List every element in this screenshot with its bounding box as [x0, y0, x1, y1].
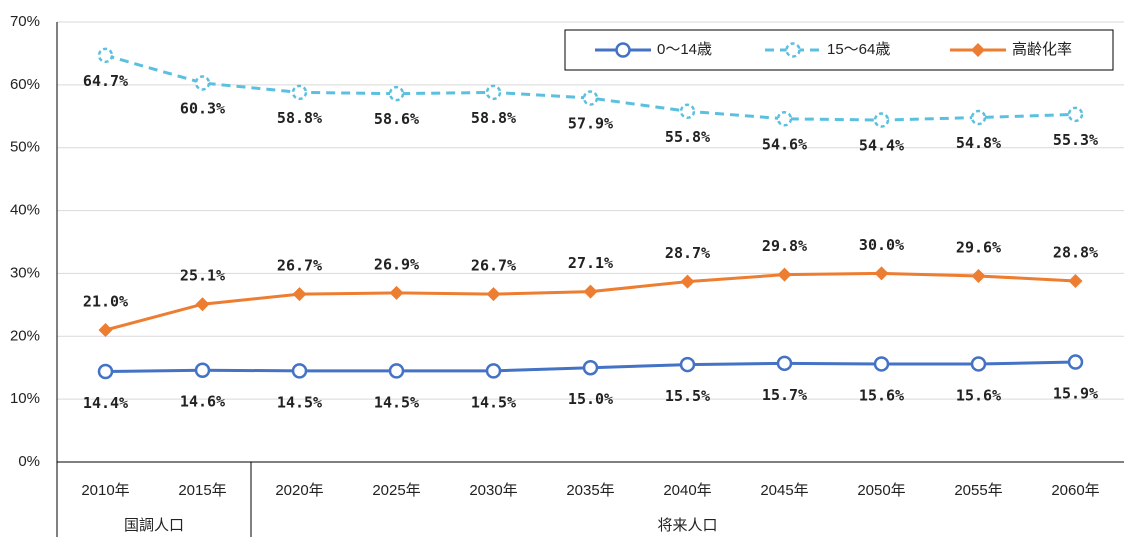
- marker: [583, 284, 598, 299]
- marker: [971, 268, 986, 283]
- marker: [388, 363, 405, 379]
- group-label: 将来人口: [657, 517, 717, 534]
- y-tick-label: 10%: [10, 390, 40, 407]
- series-line: [105, 271, 1076, 332]
- marker: [874, 266, 889, 281]
- x-tick-label: 2025年: [372, 482, 420, 499]
- data-label: 26.7%: [471, 257, 516, 275]
- legend-label: 15～64歳: [827, 41, 890, 58]
- marker: [194, 75, 211, 91]
- marker: [98, 323, 113, 337]
- x-tick-label: 2040年: [663, 482, 711, 499]
- y-tick-label: 30%: [10, 264, 40, 281]
- data-label: 64.7%: [83, 72, 128, 90]
- y-tick-label: 40%: [10, 202, 40, 219]
- legend-box: [564, 29, 1114, 71]
- marker: [582, 359, 599, 376]
- data-label: 14.4%: [83, 394, 128, 412]
- marker: [971, 43, 985, 57]
- marker: [485, 84, 502, 101]
- data-label: 54.8%: [956, 134, 1001, 152]
- data-label: 29.8%: [762, 237, 807, 255]
- data-label: 55.3%: [1053, 131, 1098, 149]
- data-label: 15.5%: [665, 387, 710, 405]
- marker: [291, 363, 308, 379]
- marker: [389, 285, 404, 300]
- y-tick-label: 50%: [10, 139, 40, 156]
- marker: [785, 42, 801, 58]
- data-label: 14.5%: [471, 393, 516, 411]
- marker: [1068, 273, 1083, 288]
- y-tick-label: 70%: [10, 13, 40, 30]
- marker: [679, 356, 696, 373]
- marker: [680, 274, 695, 289]
- marker: [388, 85, 405, 102]
- marker: [873, 112, 890, 128]
- data-label: 58.8%: [471, 109, 516, 127]
- marker: [97, 47, 114, 64]
- legend-label: 0～14歳: [657, 41, 712, 58]
- marker: [194, 362, 211, 378]
- x-tick-label: 2055年: [954, 482, 1002, 499]
- y-tick-label: 20%: [10, 327, 40, 344]
- data-label: 14.6%: [180, 393, 225, 411]
- marker: [195, 297, 210, 312]
- marker: [486, 287, 501, 302]
- marker: [679, 103, 696, 120]
- x-tick-label: 2015年: [178, 482, 226, 499]
- data-label: 28.8%: [1053, 243, 1098, 261]
- data-label: 54.4%: [859, 137, 904, 155]
- y-tick-label: 60%: [10, 76, 40, 93]
- data-label: 57.9%: [568, 115, 613, 133]
- marker: [291, 84, 308, 101]
- marker: [582, 90, 599, 106]
- marker: [1067, 106, 1084, 123]
- x-tick-label: 2010年: [81, 482, 129, 499]
- marker: [776, 111, 793, 127]
- series-line: [105, 53, 1076, 122]
- marker: [485, 363, 502, 379]
- legend-label: 高齢化率: [1012, 41, 1072, 58]
- data-label: 28.7%: [665, 244, 710, 262]
- data-label: 29.6%: [956, 238, 1001, 256]
- data-label: 55.8%: [665, 128, 710, 146]
- group-label: 国調人口: [124, 517, 184, 534]
- marker: [777, 267, 792, 282]
- marker: [615, 42, 631, 58]
- data-label: 25.1%: [180, 267, 225, 285]
- data-label: 14.5%: [277, 393, 322, 411]
- marker: [970, 109, 987, 126]
- data-label: 27.1%: [568, 254, 613, 272]
- data-label: 54.6%: [762, 135, 807, 153]
- marker: [970, 356, 987, 372]
- marker: [292, 287, 307, 302]
- x-tick-label: 2050年: [857, 482, 905, 499]
- data-label: 60.3%: [180, 99, 225, 117]
- data-label: 15.9%: [1053, 385, 1098, 403]
- x-tick-label: 2020年: [275, 482, 323, 499]
- x-tick-label: 2030年: [469, 482, 517, 499]
- x-tick-label: 2035年: [566, 482, 614, 499]
- x-tick-label: 2060年: [1051, 482, 1099, 499]
- data-label: 15.6%: [859, 386, 904, 404]
- data-label: 14.5%: [374, 393, 419, 411]
- marker: [1067, 354, 1084, 370]
- marker: [97, 363, 114, 380]
- y-tick-label: 0%: [18, 453, 40, 470]
- data-label: 26.7%: [277, 257, 322, 275]
- data-label: 21.0%: [83, 293, 128, 311]
- data-label: 58.8%: [277, 109, 322, 127]
- data-label: 58.6%: [374, 110, 419, 128]
- data-label: 26.9%: [374, 255, 419, 273]
- marker: [873, 356, 890, 372]
- data-label: 15.0%: [568, 390, 613, 408]
- x-tick-label: 2045年: [760, 482, 808, 499]
- data-label: 15.6%: [956, 386, 1001, 404]
- data-label: 30.0%: [859, 236, 904, 254]
- marker: [776, 355, 793, 372]
- data-label: 15.7%: [762, 386, 807, 404]
